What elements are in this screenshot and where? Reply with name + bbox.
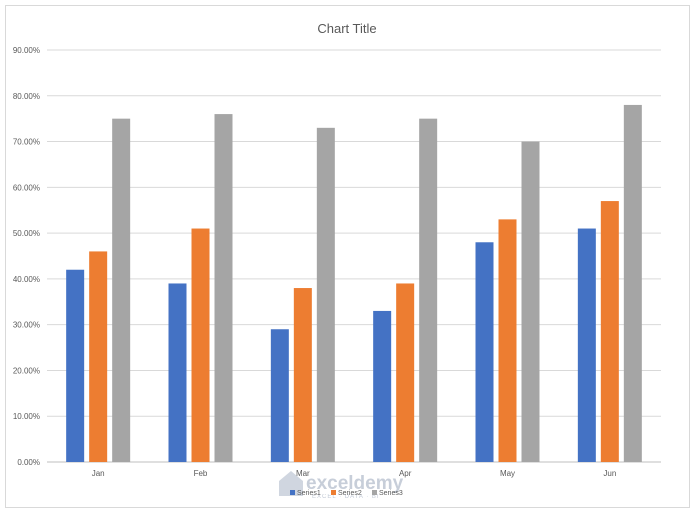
y-tick-label: 10.00% bbox=[13, 412, 40, 421]
legend-label: Series1 bbox=[297, 490, 321, 497]
x-tick-label: May bbox=[500, 469, 515, 478]
y-tick-label: 90.00% bbox=[13, 46, 40, 55]
watermark-house-icon bbox=[279, 471, 303, 496]
bar-series2-mar[interactable] bbox=[293, 288, 312, 462]
watermark-name: exceldemy bbox=[306, 473, 404, 494]
y-tick-label: 30.00% bbox=[13, 321, 40, 330]
bar-series2-apr[interactable] bbox=[396, 283, 415, 462]
y-tick-label: 60.00% bbox=[13, 183, 40, 192]
legend-swatch bbox=[372, 490, 377, 495]
watermark-logo: exceldemy EXCEL · DATA · BI bbox=[279, 471, 404, 500]
bar-series3-jan[interactable] bbox=[112, 118, 131, 463]
bar-series1-jun[interactable] bbox=[577, 228, 596, 462]
x-tick-label: Jun bbox=[603, 469, 616, 478]
bar-series1-feb[interactable] bbox=[168, 283, 187, 462]
bar-series1-apr[interactable] bbox=[373, 310, 392, 462]
bars bbox=[66, 104, 642, 463]
bar-series3-feb[interactable] bbox=[214, 114, 233, 462]
legend-label: Series2 bbox=[338, 490, 362, 497]
bar-series1-mar[interactable] bbox=[270, 329, 289, 462]
x-tick-label: Feb bbox=[194, 469, 208, 478]
y-tick-label: 40.00% bbox=[13, 275, 40, 284]
bar-series2-jun[interactable] bbox=[600, 201, 619, 463]
bar-series1-jan[interactable] bbox=[66, 269, 85, 462]
y-tick-label: 80.00% bbox=[13, 92, 40, 101]
legend-swatch bbox=[331, 490, 336, 495]
y-axis-ticks: 0.00% 10.00% 20.00% 30.00% 40.00% 50.00% 60.00… bbox=[13, 46, 40, 467]
gridlines bbox=[47, 49, 661, 463]
bar-series2-feb[interactable] bbox=[191, 228, 210, 462]
legend-swatch bbox=[290, 490, 295, 495]
x-tick-label: Jan bbox=[92, 469, 105, 478]
x-tick-label: Apr bbox=[399, 469, 412, 478]
y-tick-label: 20.00% bbox=[13, 366, 40, 375]
bar-series2-jan[interactable] bbox=[89, 251, 108, 462]
x-tick-label: Mar bbox=[296, 469, 310, 478]
y-tick-label: 70.00% bbox=[13, 138, 40, 147]
bar-series1-may[interactable] bbox=[475, 242, 494, 462]
x-axis-ticks: Jan Feb Mar Apr May Jun bbox=[92, 469, 617, 478]
bar-series3-apr[interactable] bbox=[419, 118, 438, 463]
bar-series3-mar[interactable] bbox=[316, 127, 335, 463]
legend[interactable]: Series1 Series2 Series3 bbox=[290, 490, 403, 497]
bar-series3-jun[interactable] bbox=[623, 104, 642, 462]
bar-series3-may[interactable] bbox=[521, 141, 540, 463]
legend-label: Series3 bbox=[379, 490, 403, 497]
y-tick-label: 50.00% bbox=[13, 229, 40, 238]
bar-series2-may[interactable] bbox=[498, 219, 517, 462]
chart-title[interactable]: Chart Title bbox=[317, 21, 376, 36]
watermark-tagline: EXCEL · DATA · BI bbox=[312, 494, 380, 500]
y-tick-label: 0.00% bbox=[17, 458, 40, 467]
